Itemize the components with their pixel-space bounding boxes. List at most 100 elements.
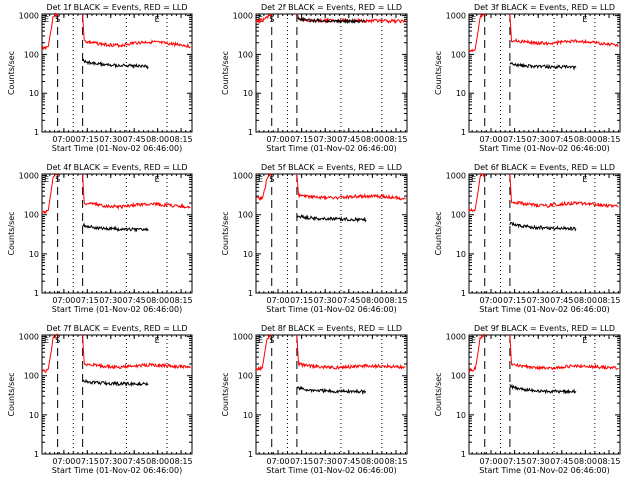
x-tick-label: 08:00 (146, 296, 169, 305)
x-tick-label: 08:15 (170, 296, 193, 305)
x-tick-label: 07:45 (550, 296, 573, 305)
y-tick-label: 1 (34, 289, 39, 298)
x-axis-label: Start Time (01-Nov-02 06:46:00) (52, 305, 182, 314)
x-tick-label: 07:30 (99, 296, 122, 305)
x-tick-label: 07:30 (314, 296, 337, 305)
x-tick-label: 07:45 (550, 135, 573, 144)
chart-title: Det 5f BLACK = Events, RED = LLD (261, 163, 402, 172)
s-marker-label: S (55, 15, 60, 24)
x-tick-label: 08:15 (384, 457, 407, 466)
x-axis-label: Start Time (01-Nov-02 06:46:00) (52, 466, 182, 475)
x-tick-label: 07:15 (503, 457, 526, 466)
x-axis-label: Start Time (01-Nov-02 06:46:00) (479, 305, 609, 314)
x-tick-label: 07:15 (76, 457, 99, 466)
y-tick-label: 1000 (233, 333, 253, 342)
e-marker-label: E (44, 175, 49, 184)
lld-series-line (468, 13, 486, 53)
events-series-line (296, 213, 367, 223)
x-tick-label: 07:00 (479, 296, 502, 305)
x-axis-label: Start Time (01-Nov-02 06:46:00) (266, 144, 396, 153)
y-axis-label: Counts/sec (434, 51, 443, 95)
x-tick-label: 07:00 (52, 296, 75, 305)
y-tick-label: 100 (451, 211, 466, 220)
x-tick-label: 08:15 (597, 457, 620, 466)
chart-title: Det 3f BLACK = Events, RED = LLD (474, 3, 615, 12)
plot-frame (468, 13, 621, 133)
lld-series-line (296, 334, 406, 371)
x-tick-label: 08:00 (361, 457, 384, 466)
chart-title: Det 9f BLACK = Events, RED = LLD (474, 324, 615, 333)
y-tick-label: 1 (461, 289, 466, 298)
y-tick-label: 1000 (446, 12, 466, 21)
x-tick-label: 08:15 (597, 135, 620, 144)
y-tick-label: 10 (243, 89, 253, 98)
s-marker-label: S (55, 175, 60, 184)
y-tick-label: 1000 (233, 12, 253, 21)
s-marker-label: S (269, 15, 274, 24)
e-marker-label: E (582, 336, 587, 345)
x-tick-label: 07:45 (123, 296, 146, 305)
x-tick-label: 07:30 (314, 457, 337, 466)
lld-series-line (509, 334, 619, 371)
x-tick-label: 07:30 (527, 457, 550, 466)
y-tick-label: 1000 (233, 172, 253, 181)
x-axis-label: Start Time (01-Nov-02 06:46:00) (52, 144, 182, 153)
e-marker-label: E (155, 15, 160, 24)
chart-title: Det 2f BLACK = Events, RED = LLD (261, 3, 402, 12)
x-tick-label: 07:15 (76, 296, 99, 305)
y-tick-label: 1000 (446, 333, 466, 342)
x-tick-label: 08:00 (574, 296, 597, 305)
x-axis-label: Start Time (01-Nov-02 06:46:00) (266, 305, 396, 314)
x-tick-label: 08:00 (574, 135, 597, 144)
plot-frame (255, 334, 408, 455)
chart-title: Det 1f BLACK = Events, RED = LLD (46, 3, 187, 12)
x-tick-label: 08:00 (361, 296, 384, 305)
x-tick-label: 07:00 (479, 135, 502, 144)
e-marker-label: E (471, 15, 476, 24)
x-axis-label: Start Time (01-Nov-02 06:46:00) (479, 466, 609, 475)
events-series-line (509, 61, 577, 71)
x-tick-label: 07:15 (503, 296, 526, 305)
y-tick-label: 100 (238, 372, 253, 381)
lld-series-line (296, 173, 406, 201)
lld-series-line (82, 173, 191, 210)
y-tick-label: 1000 (19, 172, 39, 181)
y-tick-label: 10 (29, 250, 39, 259)
y-tick-label: 100 (451, 372, 466, 381)
x-tick-label: 07:30 (527, 296, 550, 305)
e-marker-label: E (582, 15, 587, 24)
chart-panel-2: Det 2f BLACK = Events, RED = LLD 1 10 100 10… (221, 3, 408, 153)
s-marker-label: S (269, 336, 274, 345)
plot-frame (41, 173, 193, 294)
y-tick-label: 1000 (19, 12, 39, 21)
y-tick-label: 100 (24, 372, 39, 381)
y-tick-label: 1 (248, 128, 253, 137)
x-tick-label: 07:00 (52, 457, 75, 466)
y-tick-label: 10 (456, 411, 466, 420)
y-axis-label: Counts/sec (434, 372, 443, 416)
e-marker-label: E (582, 175, 587, 184)
y-tick-label: 1000 (446, 172, 466, 181)
y-axis-label: Counts/sec (221, 51, 230, 95)
e-marker-label: E (471, 175, 476, 184)
x-tick-label: 07:00 (266, 296, 289, 305)
chart-panel-1: Det 1f BLACK = Events, RED = LLD 1 10 100 10… (7, 3, 193, 153)
x-tick-label: 08:00 (146, 135, 169, 144)
x-tick-label: 07:45 (337, 296, 360, 305)
events-series-line (296, 16, 367, 25)
x-tick-label: 07:15 (76, 135, 99, 144)
y-tick-label: 1 (461, 450, 466, 459)
y-tick-label: 1 (34, 128, 39, 137)
y-axis-label: Counts/sec (7, 372, 16, 416)
lld-series-line (468, 333, 486, 373)
lld-series-line (41, 173, 58, 215)
x-tick-label: 08:15 (384, 296, 407, 305)
x-tick-label: 07:30 (99, 135, 122, 144)
x-tick-label: 08:00 (146, 457, 169, 466)
x-tick-label: 08:15 (597, 296, 620, 305)
chart-panel-4: Det 4f BLACK = Events, RED = LLD 1 10 100 10… (7, 163, 193, 314)
x-tick-label: 07:15 (290, 457, 313, 466)
x-tick-label: 07:45 (123, 135, 146, 144)
x-tick-label: 07:15 (503, 135, 526, 144)
e-marker-label: E (44, 336, 49, 345)
